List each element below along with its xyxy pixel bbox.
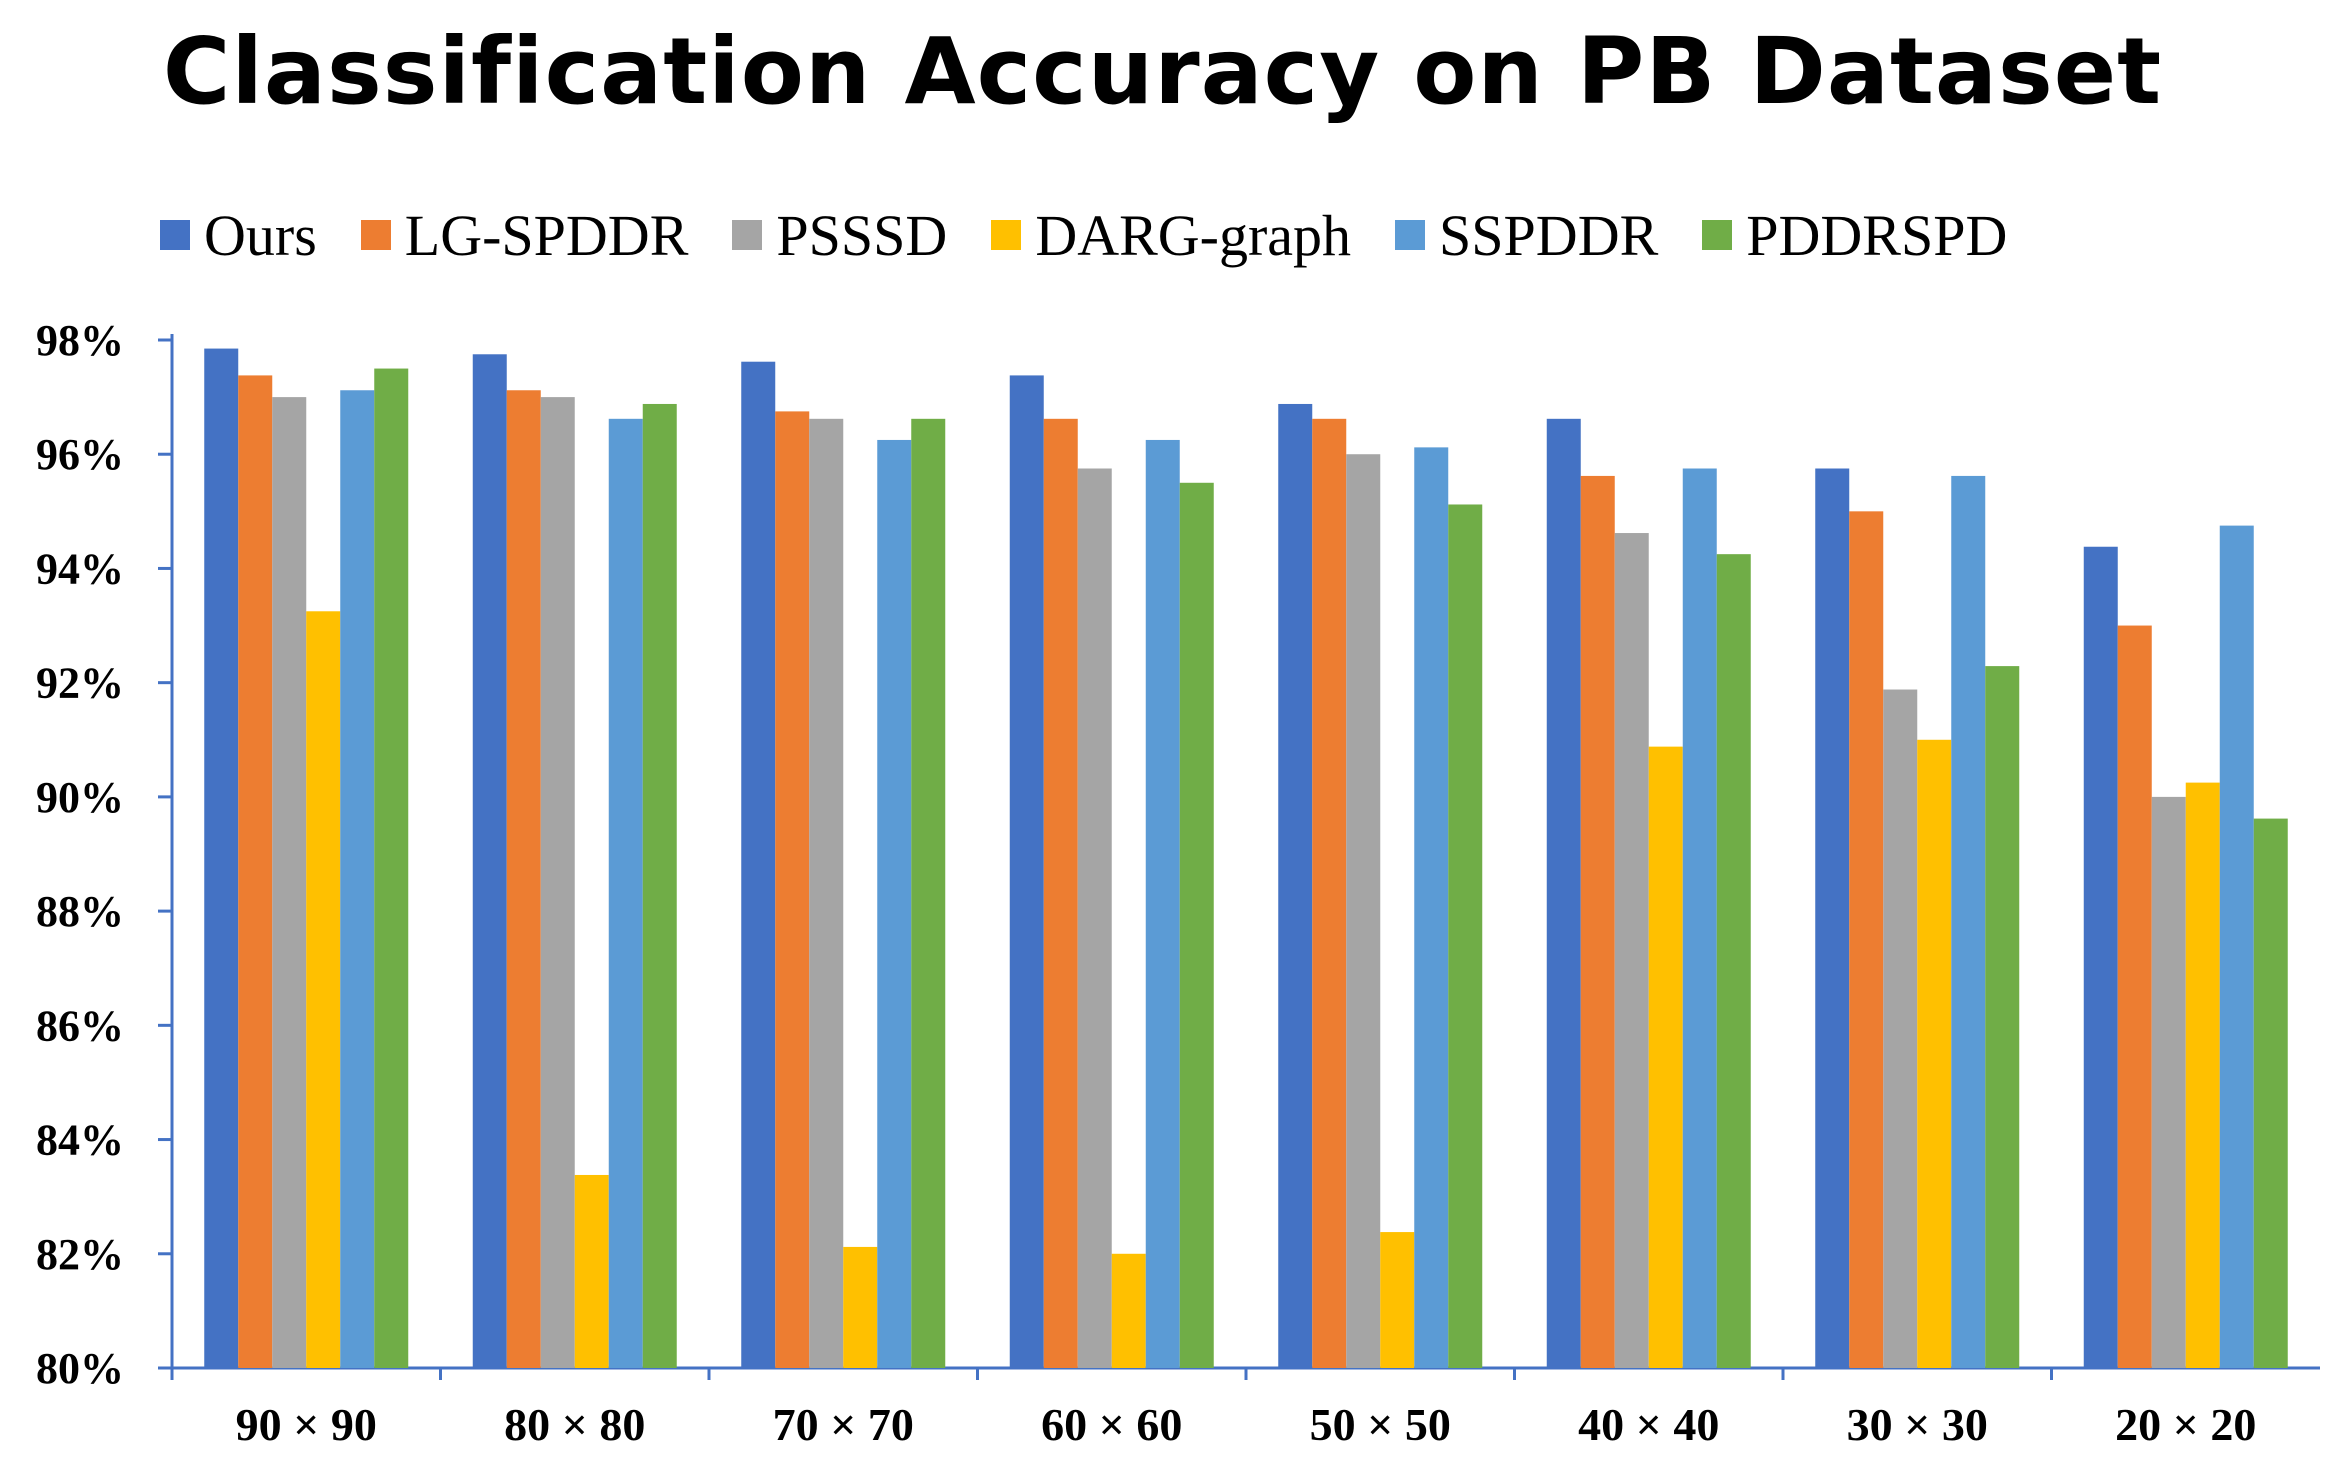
legend: Ours LG-SPDDR PSSSD DARG-graph SSPDDR PDDRSPD [160,195,2051,275]
x-tick-label: 40 × 40 [1578,1399,1719,1450]
bar-darg-graph [843,1246,878,1368]
bar-lg-spddr [1580,475,1615,1368]
x-tick-label: 60 × 60 [1041,1399,1182,1450]
bar-psssd [1346,454,1381,1368]
legend-item: LG-SPDDR [360,202,689,269]
bar-pddrspd [2253,818,2288,1368]
x-tick-label: 90 × 90 [236,1399,377,1450]
bar-psssd [809,418,844,1368]
bar-ours [2083,546,2118,1368]
y-tick-label: 92% [36,659,124,708]
legend-swatch [1702,220,1733,250]
legend-item: DARG-graph [991,202,1351,269]
bar-psssd [540,397,575,1369]
bar-darg-graph [1380,1232,1415,1368]
y-tick-label: 98% [36,316,124,365]
bar-sspddr [608,418,643,1368]
bar-psssd [1614,533,1649,1368]
legend-label: LG-SPDDR [404,202,689,268]
bar-ours [1278,403,1313,1368]
bar-sspddr [1682,468,1717,1368]
y-tick-label: 94% [36,544,124,593]
legend-item: PSSSD [732,202,947,269]
bar-lg-spddr [506,390,541,1368]
legend-label: PSSSD [776,202,948,268]
y-tick-label: 86% [36,1001,124,1050]
bar-psssd [1077,468,1112,1368]
legend-swatch [991,220,1022,250]
y-tick-label: 80% [36,1344,124,1393]
legend-label: SSPDDR [1439,202,1659,268]
y-tick-label: 96% [36,430,124,479]
bar-pddrspd [374,368,409,1368]
bar-lg-spddr [1043,418,1078,1368]
legend-swatch [732,220,763,250]
legend-item: SSPDDR [1395,202,1658,269]
legend-label: DARG-graph [1035,202,1352,268]
y-tick-label: 88% [36,887,124,936]
bar-darg-graph [306,611,341,1368]
bar-sspddr [2219,525,2254,1368]
bar-sspddr [1145,439,1180,1368]
bar-psssd [1883,689,1918,1368]
bar-psssd [2151,796,2186,1368]
legend-label: Ours [204,202,317,268]
bar-lg-spddr [1849,511,1884,1368]
legend-swatch [360,220,391,250]
bar-darg-graph [2185,782,2220,1368]
y-tick-label: 84% [36,1116,124,1165]
legend-swatch [160,220,190,250]
x-tick-label: 20 × 20 [2115,1399,2256,1450]
bar-pddrspd [642,403,677,1368]
legend-swatch [1395,220,1426,250]
bar-lg-spddr [775,411,810,1368]
bar-lg-spddr [1312,418,1347,1368]
bar-darg-graph [1917,739,1952,1368]
legend-item: PDDRSPD [1702,202,2007,269]
bar-ours [1009,375,1044,1368]
x-tick-label: 70 × 70 [773,1399,914,1450]
bar-sspddr [340,390,375,1368]
x-tick-label: 50 × 50 [1310,1399,1451,1450]
bar-pddrspd [1448,504,1483,1369]
legend-item: Ours [160,202,317,269]
bar-ours [472,354,507,1368]
bar-darg-graph [1111,1253,1146,1368]
y-tick-label: 82% [36,1230,124,1279]
x-tick-label: 80 × 80 [504,1399,645,1450]
bar-psssd [272,397,307,1369]
bar-pddrspd [1985,666,2020,1368]
bar-darg-graph [1648,746,1683,1368]
bar-sspddr [1414,447,1449,1368]
y-tick-label: 90% [36,773,124,822]
bar-ours [741,361,776,1368]
bar-ours [1546,418,1581,1368]
bar-pddrspd [911,418,946,1368]
bar-pddrspd [1716,554,1751,1368]
bar-ours [204,348,239,1369]
chart-title: Classification Accuracy on PB Dataset [162,18,2163,125]
bar-pddrspd [1179,482,1214,1368]
bar-sspddr [1951,475,1986,1368]
x-tick-label: 30 × 30 [1847,1399,1988,1450]
bar-sspddr [877,439,912,1368]
bar-darg-graph [574,1174,609,1368]
bar-lg-spddr [2117,625,2152,1368]
legend-label: PDDRSPD [1746,202,2008,268]
bar-lg-spddr [238,375,273,1368]
bar-ours [1815,468,1850,1368]
